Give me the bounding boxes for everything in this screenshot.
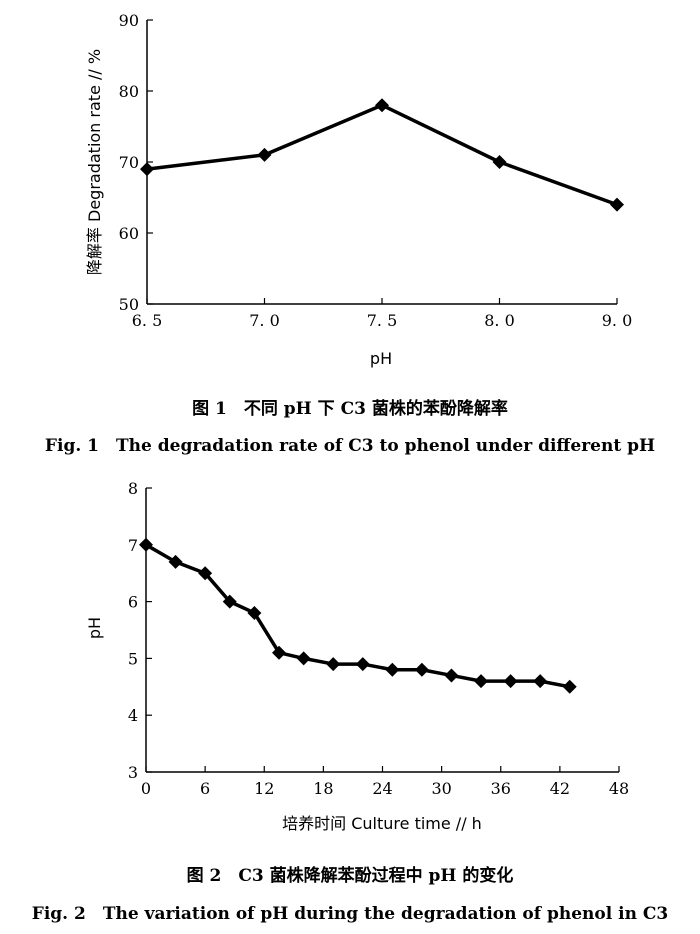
data-point bbox=[140, 162, 154, 177]
chart1-y-ticks: 50 60 70 80 90 bbox=[119, 11, 153, 314]
degradation-rate-chart: 50 60 70 80 90 6. 5 7. 0 7. 5 8. 0 9. 0 pH 降解率 D… bbox=[85, 11, 633, 368]
data-point bbox=[444, 668, 459, 683]
x-tick-label: 7. 0 bbox=[249, 311, 280, 330]
data-point bbox=[492, 155, 507, 169]
data-point bbox=[139, 537, 153, 552]
x-tick-label: 12 bbox=[254, 779, 274, 798]
data-point bbox=[375, 98, 389, 113]
x-tick-label: 6. 5 bbox=[132, 311, 163, 330]
data-point bbox=[326, 657, 341, 672]
c1-series-line bbox=[146, 103, 618, 207]
chart2-series bbox=[139, 537, 577, 694]
y-tick-label: 70 bbox=[119, 153, 139, 172]
chart2-x-ticks: 0 6 12 18 24 30 36 42 48 bbox=[141, 766, 629, 798]
figure2-caption-cn: 图 2 C3 菌株降解苯酚过程中 pH 的变化 bbox=[186, 866, 514, 886]
data-point bbox=[257, 147, 272, 162]
y-tick-label: 90 bbox=[119, 11, 139, 30]
y-tick-label: 60 bbox=[119, 224, 139, 243]
x-tick-label: 6 bbox=[200, 779, 210, 798]
data-point bbox=[414, 662, 429, 677]
figure2-caption-en: Fig. 2 The variation of pH during the de… bbox=[31, 904, 669, 924]
figure1-caption-en: Fig. 1 The degradation rate of C3 to phe… bbox=[44, 436, 656, 456]
x-tick-label: 48 bbox=[609, 779, 629, 798]
y-tick-label: 7 bbox=[128, 536, 138, 555]
x-tick-label: 18 bbox=[313, 779, 333, 798]
ph-variation-chart: 3 4 5 6 7 8 0 6 12 18 24 30 36 42 48 培养时间 Culture tim… bbox=[85, 479, 629, 833]
data-point bbox=[533, 674, 548, 689]
data-point bbox=[168, 554, 183, 569]
data-point bbox=[503, 674, 518, 689]
data-point bbox=[247, 605, 262, 620]
y-tick-label: 8 bbox=[128, 479, 138, 498]
figure1-caption-cn: 图 1 不同 pH 下 C3 菌株的苯酚降解率 bbox=[192, 399, 508, 419]
x-tick-label: 0 bbox=[141, 779, 151, 798]
data-point bbox=[198, 566, 213, 581]
chart2-axes bbox=[145, 488, 619, 773]
chart2-y-axis-label: pH bbox=[85, 617, 104, 639]
y-tick-label: 4 bbox=[128, 706, 138, 725]
data-point bbox=[355, 657, 370, 672]
data-point bbox=[562, 679, 577, 694]
chart2-x-axis-label: 培养时间 Culture time // h bbox=[282, 814, 482, 833]
x-tick-label: 8. 0 bbox=[484, 311, 515, 330]
y-tick-label: 5 bbox=[128, 649, 138, 668]
y-tick-label: 6 bbox=[128, 593, 138, 612]
chart1-series bbox=[140, 98, 624, 212]
c2-series-line bbox=[145, 543, 571, 689]
y-tick-label: 80 bbox=[119, 82, 139, 101]
x-tick-label: 24 bbox=[372, 779, 392, 798]
chart1-x-ticks: 6. 5 7. 0 7. 5 8. 0 9. 0 bbox=[132, 298, 633, 330]
x-tick-label: 36 bbox=[491, 779, 511, 798]
data-point bbox=[474, 674, 489, 689]
x-tick-label: 7. 5 bbox=[367, 311, 398, 330]
data-point bbox=[272, 645, 287, 660]
x-tick-label: 30 bbox=[431, 779, 451, 798]
chart1-y-axis-label: 降解率 Degradation rate // % bbox=[85, 49, 104, 275]
y-tick-label: 50 bbox=[119, 295, 139, 314]
x-tick-label: 9. 0 bbox=[602, 311, 633, 330]
data-point bbox=[296, 651, 311, 666]
y-tick-label: 3 bbox=[128, 763, 138, 782]
data-point bbox=[610, 197, 624, 212]
chart1-x-axis-label: pH bbox=[370, 349, 392, 368]
data-point bbox=[385, 662, 400, 677]
chart2-y-ticks: 3 4 5 6 7 8 bbox=[128, 479, 152, 782]
x-tick-label: 42 bbox=[550, 779, 570, 798]
data-point bbox=[222, 594, 237, 609]
